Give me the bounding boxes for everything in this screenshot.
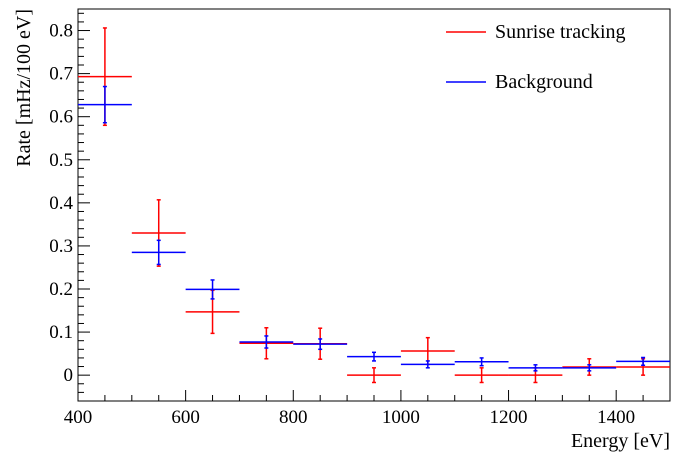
legend-label: Sunrise tracking: [495, 21, 626, 43]
y-axis-label: Rate [mHz/100 eV]: [13, 9, 35, 167]
x-tick-label: 1400: [597, 407, 635, 428]
series-background: [78, 85, 670, 372]
x-tick-label: 1200: [490, 407, 528, 428]
y-tick-label: 0.4: [49, 193, 73, 214]
data-point: [508, 364, 563, 372]
legend-item: Background: [446, 71, 593, 93]
data-point: [400, 360, 455, 369]
y-tick-label: 0.1: [49, 322, 73, 343]
data-point: [347, 367, 401, 384]
y-tick-label: 0.2: [49, 279, 73, 300]
data-point: [293, 338, 348, 351]
data-point: [78, 85, 132, 124]
data-point: [454, 367, 509, 384]
y-tick-label: 0.7: [49, 64, 73, 85]
legend-item: Sunrise tracking: [446, 21, 626, 43]
y-tick-label: 0: [64, 365, 74, 386]
legend-label: Background: [495, 71, 593, 93]
x-tick-label: 800: [279, 407, 308, 428]
data-point: [562, 364, 617, 372]
data-point: [347, 351, 401, 362]
data-point: [131, 239, 186, 266]
data-point: [239, 335, 294, 349]
data-point: [454, 357, 509, 367]
y-tick-label: 0.6: [49, 107, 73, 128]
y-tick-label: 0.3: [49, 236, 73, 257]
x-axis-label: Energy [eV]: [571, 430, 670, 452]
y-tick-label: 0.5: [49, 150, 73, 171]
y-tick-label: 0.8: [49, 21, 73, 42]
legend: Sunrise tracking Background: [446, 21, 626, 93]
x-tick-label: 1000: [382, 407, 420, 428]
data-series: [78, 27, 670, 384]
plot-frame: [77, 8, 671, 402]
axis-ticks: 400 600 800 1000 1200 1400 0 0.1 0.2 0.3 0.4 0.5 0.6…: [49, 12, 671, 428]
data-point: [616, 356, 670, 366]
data-point: [185, 279, 240, 300]
x-tick-label: 400: [64, 407, 93, 428]
x-tick-label: 600: [171, 407, 200, 428]
